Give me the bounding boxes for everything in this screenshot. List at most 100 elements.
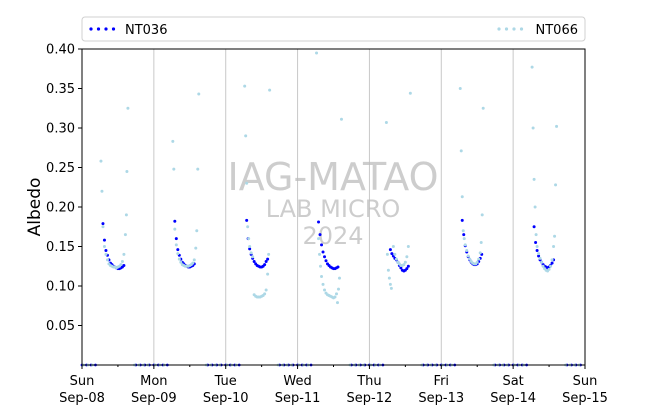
x-tick-label-day: Sun	[70, 374, 95, 389]
point-nt066	[100, 189, 104, 193]
point-nt066	[334, 292, 338, 296]
point-nt066	[531, 126, 535, 130]
point-nt066	[194, 246, 198, 250]
legend: NT036 NT066	[81, 16, 586, 42]
x-tick-label-date: Sep-12	[347, 391, 393, 406]
point-nt036	[550, 261, 554, 265]
point-nt066	[197, 92, 201, 96]
x-tick-label-date: Sep-10	[203, 391, 249, 406]
y-axis: 0.05 0.10 0.15 0.20 0.25 0.30 0.35 0.40	[46, 43, 82, 334]
point-nt066	[243, 84, 247, 88]
point-nt066	[549, 264, 553, 268]
x-tick-label-day: Wed	[283, 374, 311, 389]
point-nt066	[394, 257, 398, 261]
point-nt066	[475, 260, 479, 264]
x-tick-label-date: Sep-15	[562, 391, 608, 406]
point-nt066	[191, 261, 195, 265]
watermark-line-3: 2024	[302, 222, 363, 250]
y-tick-label: 0.10	[46, 280, 75, 295]
point-nt066	[458, 87, 462, 90]
point-nt066	[468, 257, 472, 261]
y-tick-label: 0.15	[46, 240, 75, 255]
point-nt036	[174, 237, 178, 241]
point-nt036	[321, 250, 325, 254]
point-nt036	[390, 252, 394, 256]
x-tick-label-day: Sun	[573, 374, 598, 389]
point-nt066	[101, 225, 105, 229]
point-nt066	[333, 295, 337, 299]
point-nt066	[481, 106, 485, 110]
point-nt066	[102, 245, 106, 248]
x-tick-label-day: Sat	[502, 374, 523, 389]
legend-entry-nt036: NT036	[89, 23, 167, 38]
legend-marker-dot	[497, 27, 501, 31]
point-nt066	[123, 233, 127, 237]
x-tick-label-day: Tue	[214, 374, 237, 389]
point-nt066	[339, 117, 343, 121]
point-nt036	[320, 243, 324, 247]
watermark-line-2: LAB MICRO	[266, 195, 401, 223]
legend-marker-dot	[512, 27, 516, 31]
point-nt066	[405, 255, 409, 259]
point-nt066	[552, 245, 556, 248]
point-nt066	[319, 264, 323, 268]
point-nt036	[406, 264, 410, 268]
x-tick-label-day: Mon	[140, 374, 167, 389]
point-nt066	[533, 205, 537, 209]
point-nt066	[463, 243, 467, 247]
point-nt066	[460, 195, 464, 199]
point-nt066	[104, 252, 108, 256]
x-tick-label-date: Sep-13	[418, 391, 464, 406]
point-nt066	[386, 268, 390, 272]
point-nt036	[101, 222, 105, 226]
point-nt066	[315, 51, 319, 55]
point-nt036	[263, 263, 267, 267]
point-nt066	[176, 252, 180, 256]
point-nt066	[192, 258, 196, 262]
point-nt066	[247, 237, 251, 241]
point-nt066	[317, 237, 321, 241]
x-tick-label-date: Sep-09	[131, 391, 177, 406]
point-nt036	[104, 248, 108, 252]
watermark: IAG-MATAO LAB MICRO 2024	[227, 155, 438, 250]
y-tick-label: 0.20	[46, 201, 75, 216]
point-nt066	[479, 241, 483, 245]
point-nt036	[537, 254, 541, 258]
point-nt066	[195, 229, 199, 233]
vertical-gridlines	[153, 49, 514, 365]
point-nt066	[335, 301, 339, 305]
legend-marker-dot	[104, 27, 108, 31]
point-nt066	[465, 248, 469, 252]
point-nt066	[402, 263, 406, 267]
point-nt036	[532, 225, 536, 229]
x-tick-label-day: Fri	[434, 374, 450, 389]
point-nt066	[408, 91, 412, 95]
watermark-line-1: IAG-MATAO	[227, 155, 438, 199]
point-nt066	[534, 233, 538, 237]
point-nt066	[384, 120, 388, 124]
point-nt066	[124, 213, 128, 217]
point-nt066	[393, 252, 397, 256]
point-nt066	[462, 237, 466, 241]
point-nt066	[336, 287, 340, 291]
point-nt066	[553, 234, 557, 238]
point-nt066	[540, 260, 544, 264]
point-nt066	[323, 288, 327, 292]
point-nt066	[554, 183, 558, 187]
point-nt066	[547, 267, 551, 271]
point-nt066	[177, 257, 181, 261]
point-nt066	[119, 263, 123, 267]
point-nt066	[179, 260, 183, 264]
point-nt036	[318, 233, 322, 237]
point-nt066	[535, 245, 539, 248]
x-tick-label-day: Thu	[356, 374, 381, 389]
point-nt066	[318, 252, 322, 256]
point-nt036	[399, 266, 403, 270]
legend-label-nt066: NT066	[536, 23, 578, 38]
point-nt066	[530, 65, 534, 69]
legend-entry-nt066: NT066	[497, 23, 578, 38]
point-nt036	[462, 233, 466, 237]
legend-marker-dot	[111, 27, 116, 31]
point-nt066	[245, 181, 249, 185]
point-nt036	[317, 220, 321, 224]
